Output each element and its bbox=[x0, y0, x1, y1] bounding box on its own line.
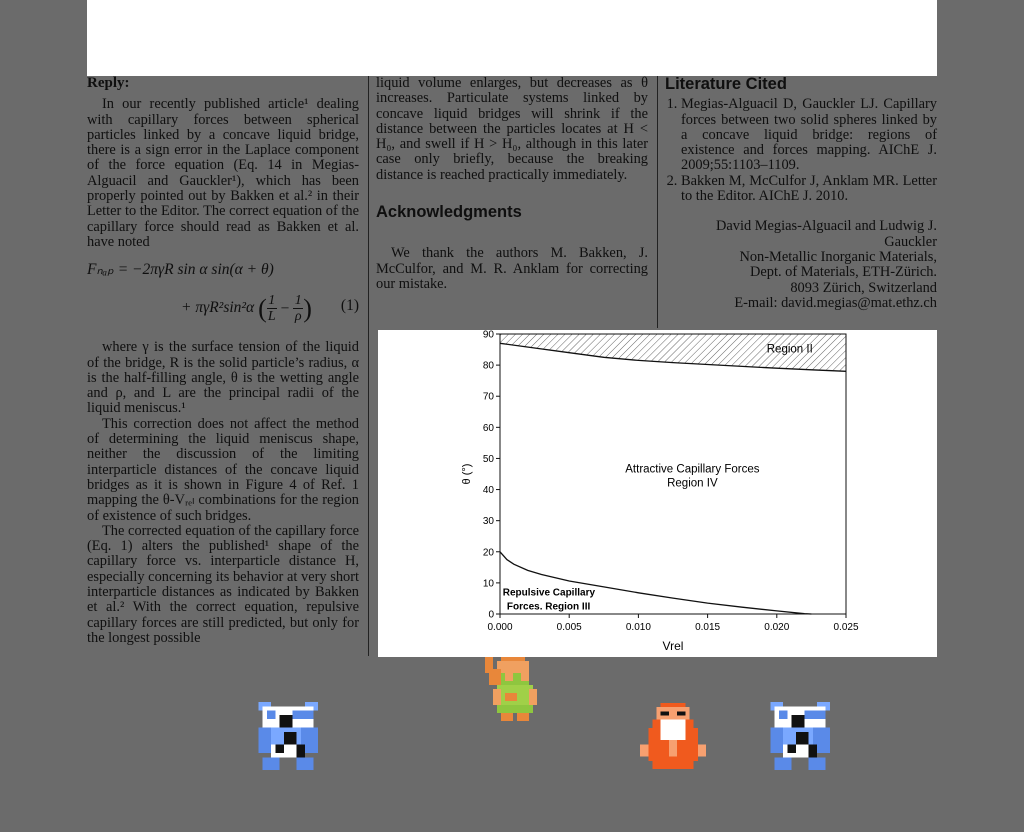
paragraph-correction: This correction does not affect the meth… bbox=[87, 415, 359, 524]
hero-raising-hand-sprite bbox=[485, 657, 537, 721]
blue-moblin-sprite bbox=[770, 702, 830, 770]
x-tick-label: 0.000 bbox=[487, 622, 512, 633]
chart-annotation: Repulsive Capillary bbox=[503, 587, 596, 598]
column-divider-2 bbox=[657, 76, 658, 328]
x-axis-label: Vrel bbox=[663, 639, 684, 653]
equation-line-1: Fₙₐₚ = −2πγR sin α sin(α + θ) bbox=[87, 261, 274, 279]
equation-line-2-prefix: + πγR²sin²α bbox=[181, 299, 255, 317]
column-right: Literature Cited Megias-Alguacil D, Gauc… bbox=[665, 76, 937, 311]
chart-svg: 0.000 0.005 0.010 0.015 0.020 0.025 0 10 20 30 40 5… bbox=[461, 330, 859, 653]
chart-annotation: Region IV bbox=[667, 477, 718, 489]
y-tick-label: 40 bbox=[483, 485, 495, 496]
y-axis-label: θ (°) bbox=[461, 464, 473, 485]
reply-heading: Reply: bbox=[87, 75, 130, 91]
acknowledgments-text: We thank the authors M. Bakken, J. McCul… bbox=[376, 245, 648, 292]
y-tick-label: 80 bbox=[483, 361, 495, 372]
acknowledgments-heading: Acknowledgments bbox=[376, 203, 522, 222]
author-email: E-mail: david.megias@mat.ethz.ch bbox=[734, 294, 937, 311]
y-tick-label: 60 bbox=[483, 423, 495, 434]
old-man-sprite bbox=[640, 703, 706, 769]
reference-item: Megias-Alguacil D, Gauckler LJ. Capillar… bbox=[681, 97, 937, 174]
reference-item: Bakken M, McCulfor J, Anklam MR. Letter … bbox=[681, 173, 937, 205]
fraction-2-denominator: ρ bbox=[293, 308, 304, 325]
y-tick-label: 10 bbox=[483, 578, 495, 589]
column-left: Reply: In our recently published article… bbox=[87, 75, 359, 646]
chart-series bbox=[499, 342, 847, 615]
fraction-1-denominator: L bbox=[266, 308, 277, 325]
paragraph-consequences: The corrected equation of the capillary … bbox=[87, 522, 359, 646]
equation-line-2: + πγR²sin²α (1 L − 1 ρ) bbox=[181, 293, 312, 325]
equation-1: Fₙₐₚ = −2πγR sin α sin(α + θ) + πγR²sin²… bbox=[87, 260, 359, 328]
x-tick-label: 0.015 bbox=[695, 622, 720, 633]
literature-cited-heading: Literature Cited bbox=[665, 75, 787, 93]
x-tick-label: 0.010 bbox=[626, 622, 651, 633]
author-affiliation: David Megias-Alguacil and Ludwig J. Gauc… bbox=[665, 219, 937, 311]
y-tick-label: 50 bbox=[483, 454, 495, 465]
chart-annotation: Region II bbox=[767, 344, 813, 356]
y-tick-label: 70 bbox=[483, 392, 495, 403]
reference-list: Megias-Alguacil D, Gauckler LJ. Capillar… bbox=[665, 97, 937, 204]
column-divider-1 bbox=[368, 76, 369, 656]
y-tick-label: 20 bbox=[483, 547, 495, 558]
author-names: David Megias-Alguacil and Ludwig J. Gauc… bbox=[715, 218, 937, 250]
chart-annotations: Region II Attractive Capillary Forces Regi… bbox=[503, 344, 813, 613]
chart-annotation: Attractive Capillary Forces bbox=[625, 463, 759, 475]
affiliation-line: Dept. of Materials, ETH-Zürich. bbox=[749, 264, 937, 281]
region-ii-hatch bbox=[500, 334, 846, 372]
paragraph-definitions: where γ is the surface tension of the li… bbox=[87, 339, 359, 417]
paragraph-intro: In our recently published article¹ deali… bbox=[87, 96, 359, 250]
fraction-1-numerator: 1 bbox=[268, 293, 276, 309]
series-line-2 bbox=[499, 342, 847, 372]
plot-frame bbox=[499, 333, 847, 615]
y-tick-label: 90 bbox=[483, 330, 495, 341]
blue-moblin-sprite bbox=[258, 702, 318, 770]
affiliation-line: Non-Metallic Inorganic Materials, bbox=[739, 248, 937, 265]
figure-chart: 0.000 0.005 0.010 0.015 0.020 0.025 0 10 20 30 40 5… bbox=[378, 330, 937, 657]
y-tick-label: 0 bbox=[488, 610, 494, 621]
y-tick-label: 30 bbox=[483, 516, 495, 527]
equation-number: (1) bbox=[340, 297, 359, 315]
x-tick-label: 0.005 bbox=[557, 622, 582, 633]
affiliation-line: 8093 Zürich, Switzerland bbox=[790, 279, 937, 296]
series-line-1 bbox=[499, 551, 812, 615]
paragraph-continued: liquid volume enlarges, but decreases as… bbox=[376, 75, 648, 183]
fraction-2-numerator: 1 bbox=[294, 293, 302, 309]
column-middle: liquid volume enlarges, but decreases as… bbox=[376, 75, 648, 292]
x-tick-label: 0.025 bbox=[833, 622, 858, 633]
chart-axes: 0.000 0.005 0.010 0.015 0.020 0.025 0 10 20 30 40 5… bbox=[483, 330, 859, 633]
x-tick-label: 0.020 bbox=[764, 622, 789, 633]
top-banner bbox=[87, 0, 937, 76]
chart-annotation: Forces. Region III bbox=[507, 601, 591, 612]
